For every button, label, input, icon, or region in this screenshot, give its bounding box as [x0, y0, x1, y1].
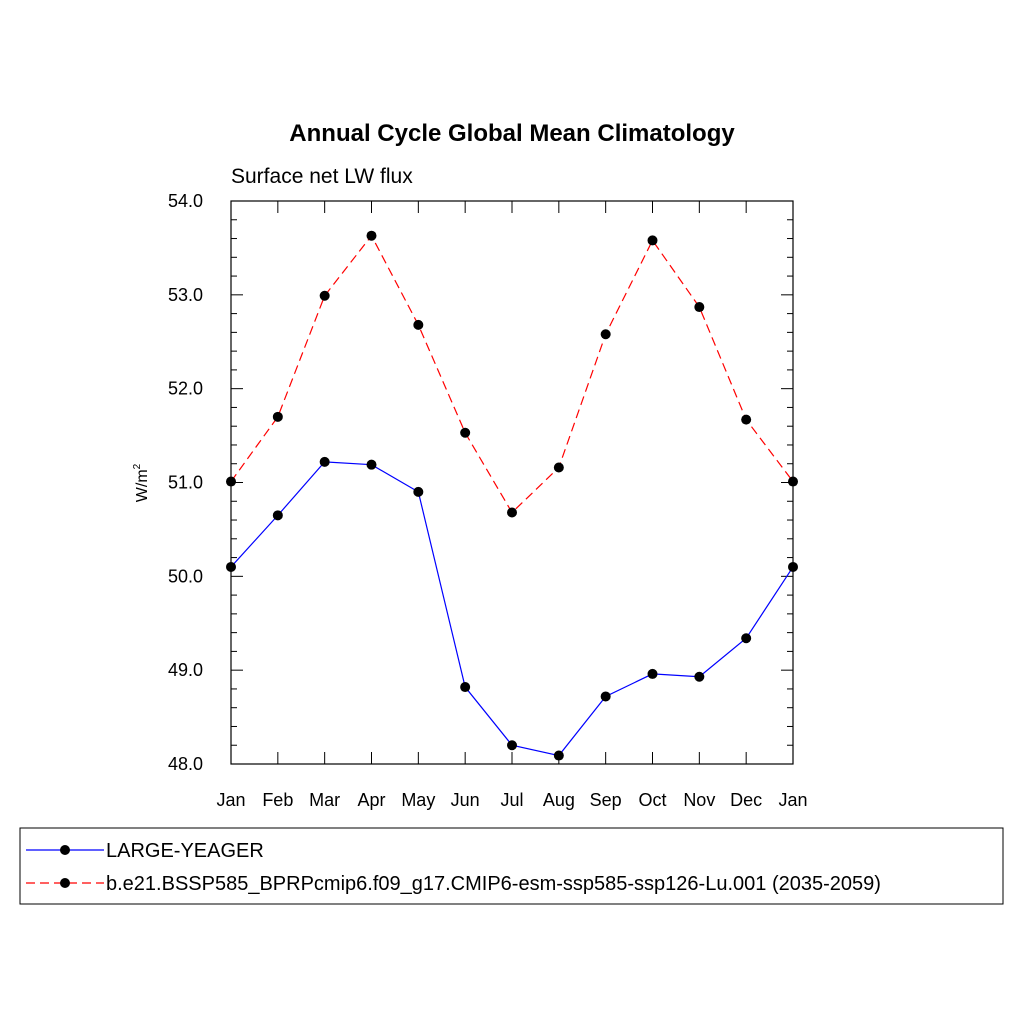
legend-label-2: b.e21.BSSP585_BPRPcmip6.f09_g17.CMIP6-es…: [106, 873, 881, 895]
y-tick-label: 48.0: [168, 754, 203, 774]
legend-marker-1: [60, 845, 70, 855]
x-tick-label: Jan: [778, 790, 807, 810]
x-tick-label: Jul: [500, 790, 523, 810]
x-tick-label: Dec: [730, 790, 762, 810]
x-tick-label: Mar: [309, 790, 340, 810]
x-tick-label: Nov: [683, 790, 715, 810]
legend-box: [19, 827, 1004, 905]
legend-label-1: LARGE-YEAGER: [106, 840, 264, 862]
legend-marker-2: [60, 878, 70, 888]
chart-title: Annual Cycle Global Mean Climatology: [289, 120, 735, 147]
data-point-series-1: [694, 671, 705, 682]
data-point-series-2: [741, 414, 752, 425]
data-point-series-1: [741, 633, 752, 644]
data-point-series-2: [553, 462, 564, 473]
data-point-series-1: [366, 459, 377, 470]
data-point-series-1: [647, 668, 658, 679]
plot-frame: [230, 200, 794, 765]
data-point-series-1: [319, 456, 330, 467]
data-point-series-1: [460, 682, 471, 693]
data-point-series-2: [319, 290, 330, 301]
data-point-series-2: [647, 235, 658, 246]
data-point-series-1: [413, 486, 424, 497]
chart-subtitle: Surface net LW flux: [231, 165, 413, 188]
y-tick-label: 54.0: [168, 191, 203, 211]
series-line-1: [230, 461, 794, 757]
y-tick-label: 52.0: [168, 379, 203, 399]
x-tick-label: Apr: [357, 790, 385, 810]
y-axis-label-unit: W/m: [134, 469, 151, 502]
y-tick-label: 53.0: [168, 285, 203, 305]
y-tick-label: 51.0: [168, 473, 203, 493]
x-tick-label: Sep: [590, 790, 622, 810]
data-point-series-2: [460, 427, 471, 438]
x-tick-label: Jun: [451, 790, 480, 810]
x-tick-label: Aug: [543, 790, 575, 810]
x-tick-label: Oct: [638, 790, 666, 810]
data-point-series-1: [553, 750, 564, 761]
x-tick-label: May: [401, 790, 435, 810]
y-axis-label-exponent: 2: [132, 463, 143, 469]
data-point-series-1: [600, 691, 611, 702]
data-point-series-2: [600, 329, 611, 340]
y-tick-label: 50.0: [168, 566, 203, 586]
x-tick-label: Feb: [262, 790, 293, 810]
data-point-series-2: [413, 319, 424, 330]
series-line-2: [230, 234, 794, 514]
data-point-series-1: [507, 740, 517, 751]
data-point-series-2: [272, 411, 283, 422]
x-tick-label: Jan: [216, 790, 245, 810]
data-point-series-2: [694, 302, 705, 313]
y-tick-label: 49.0: [168, 660, 203, 680]
data-point-series-1: [272, 510, 283, 521]
y-axis-label: W/m2: [132, 463, 151, 502]
data-point-series-2: [507, 507, 517, 518]
data-point-series-2: [366, 230, 377, 241]
